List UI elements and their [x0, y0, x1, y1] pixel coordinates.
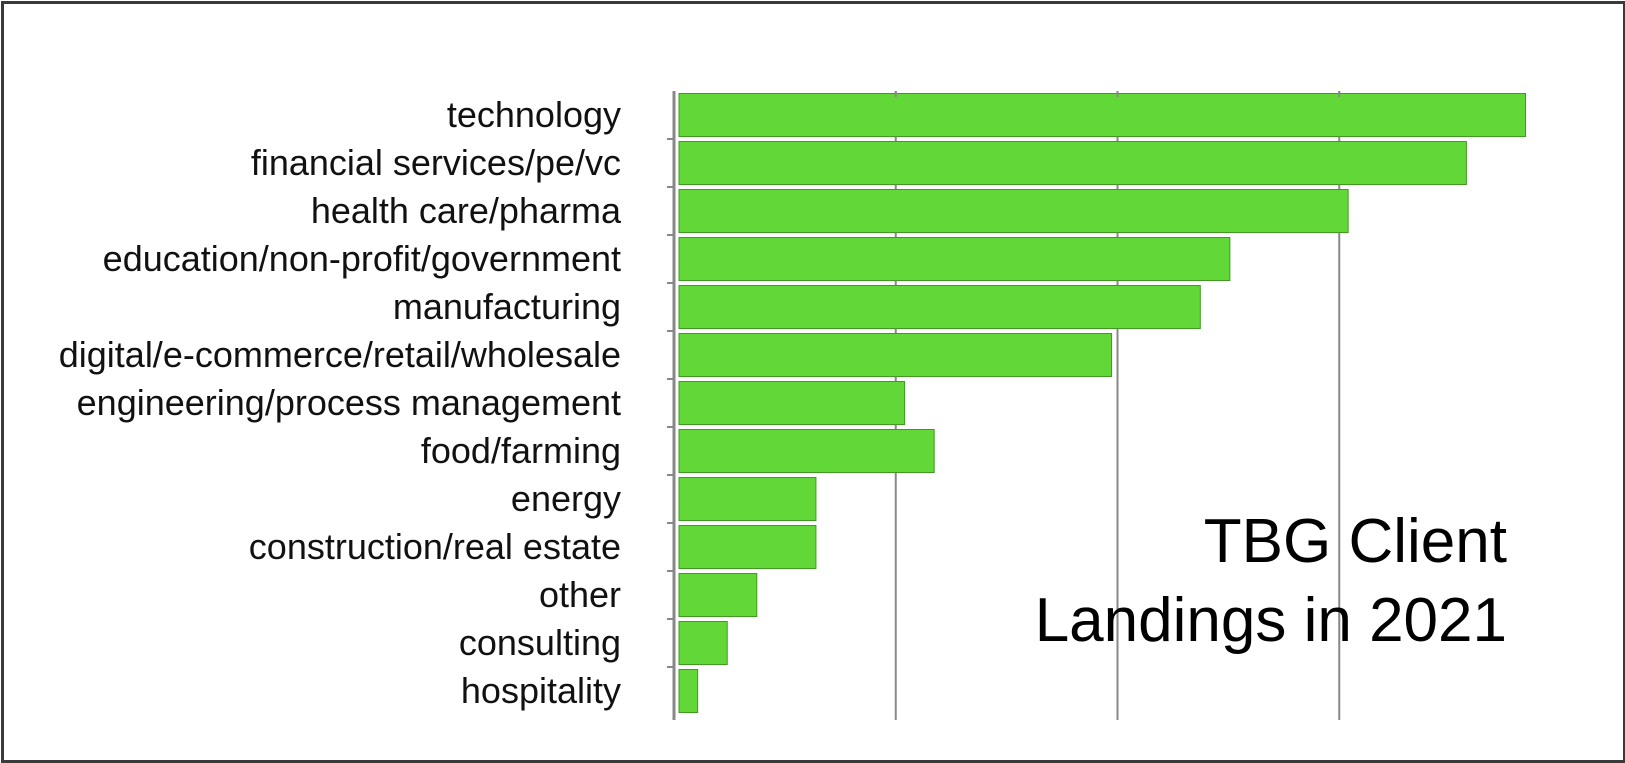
category-label-12: hospitality [461, 670, 621, 711]
category-label-10: other [539, 574, 621, 615]
bar-2 [678, 189, 1349, 233]
bar-8 [678, 477, 817, 521]
category-label-11: consulting [459, 622, 621, 663]
category-label-4: manufacturing [393, 286, 621, 327]
category-label-9: construction/real estate [249, 526, 621, 567]
category-label-6: engineering/process management [77, 382, 621, 423]
bar-1 [678, 141, 1467, 185]
bar-10 [678, 573, 758, 617]
category-label-7: food/farming [421, 430, 621, 471]
bar-3 [678, 237, 1231, 281]
category-label-2: health care/pharma [311, 190, 622, 231]
bar-12 [678, 669, 699, 713]
bar-0 [678, 93, 1527, 137]
axes [667, 91, 1341, 720]
bar-5 [678, 333, 1113, 377]
bar-chart: technology financial services/pe/vc health… [59, 91, 1527, 720]
bar-7 [678, 429, 935, 473]
bar-4 [678, 285, 1201, 329]
bar-6 [678, 381, 906, 425]
category-label-5: digital/e-commerce/retail/wholesale [59, 334, 621, 375]
category-label-0: technology [447, 94, 621, 135]
bar-11 [678, 621, 728, 665]
bar-9 [678, 525, 817, 569]
bars [678, 93, 1527, 713]
chart-title-line-1: TBG Client [1204, 507, 1507, 576]
category-label-1: financial services/pe/vc [251, 142, 621, 183]
category-label-3: education/non-profit/government [103, 238, 621, 279]
category-label-8: energy [511, 478, 621, 519]
chart-title-line-2: Landings in 2021 [1035, 586, 1507, 655]
category-labels: technology financial services/pe/vc health… [59, 94, 622, 711]
